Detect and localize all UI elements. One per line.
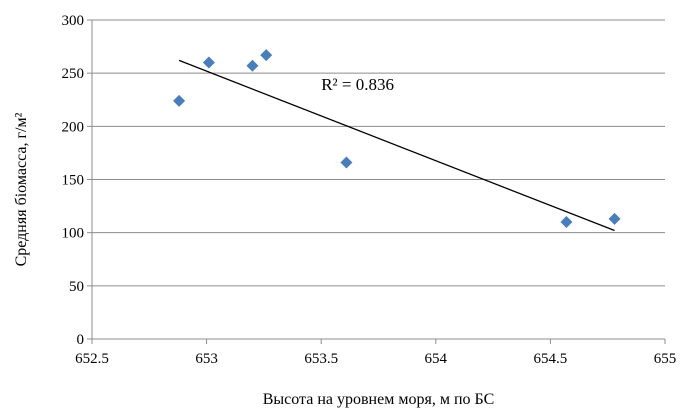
data-point-4 [260,49,273,62]
data-point-3 [246,59,259,72]
data-points [173,49,621,229]
data-point-1 [173,94,186,107]
data-point-7 [608,212,621,225]
x-axis-label: Высота на уровнем моря, м по БС [263,391,495,408]
y-tick-label-300: 300 [62,13,85,29]
x-tick-label-655: 655 [654,351,677,367]
x-tick-label-652.5: 652.5 [75,351,109,367]
y-tick-label-0: 0 [77,332,85,348]
y-tick-labels: 0 50 100 150 200 250 300 [62,13,92,348]
y-tick-label-50: 50 [69,279,84,295]
data-point-5 [340,156,353,169]
y-axis-label: Средняя біомасса, г/м² [13,112,30,266]
trendline [178,59,615,232]
r-squared-annotation: R² = 0.836 [321,75,394,94]
y-tick-label-100: 100 [62,226,85,242]
x-tick-labels: 652.5 653 653.5 654 654.5 655 [75,339,676,367]
y-tick-label-250: 250 [62,66,85,82]
data-point-2 [202,56,215,69]
x-tick-label-653: 653 [195,351,218,367]
data-point-6 [560,216,573,229]
y-tick-label-200: 200 [62,119,85,135]
y-tick-label-150: 150 [62,173,85,189]
x-tick-label-654.5: 654.5 [534,351,568,367]
x-tick-label-653.5: 653.5 [304,351,338,367]
x-tick-label-654: 654 [425,351,448,367]
gridlines [92,19,665,287]
